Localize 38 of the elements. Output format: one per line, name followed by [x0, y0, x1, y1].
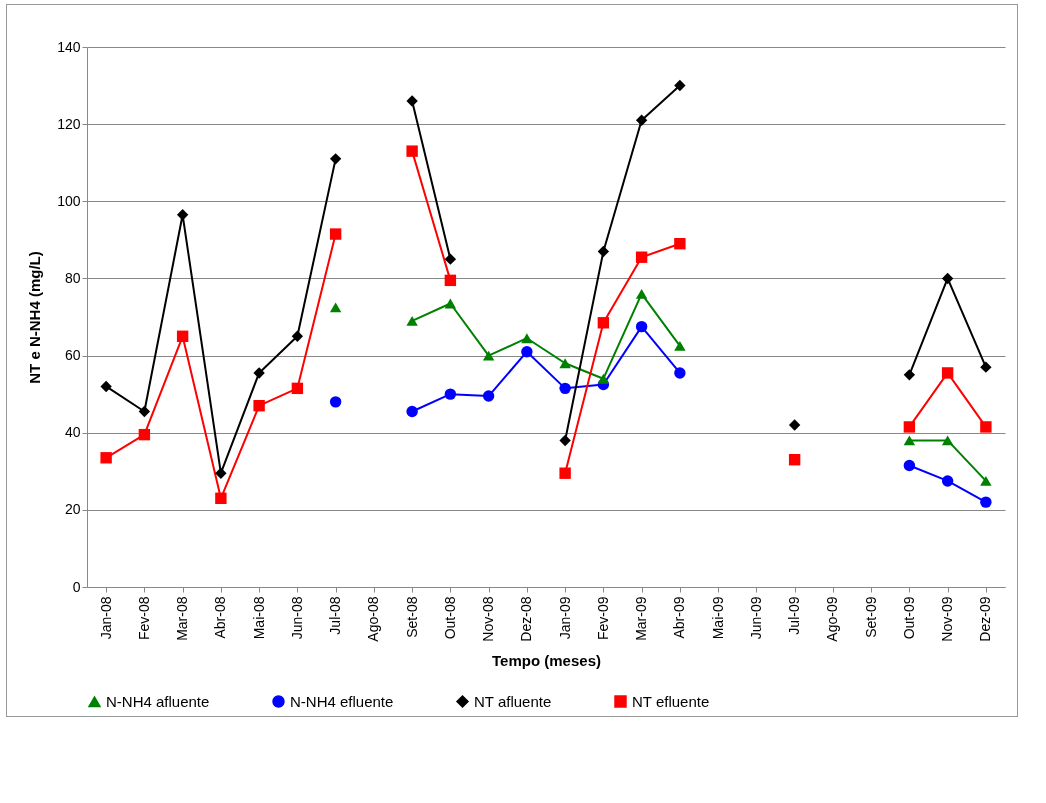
x-tick-label: Nov-08 — [480, 596, 497, 642]
x-tick-label: Out-08 — [441, 596, 458, 640]
x-tick-label: Ago-09 — [824, 596, 841, 642]
x-tick-label: Fev-08 — [135, 596, 152, 641]
y-tick-label: 20 — [64, 501, 81, 518]
x-tick-label: Jun-08 — [288, 596, 305, 640]
x-tick-label: Jan-08 — [97, 596, 114, 640]
x-tick-label: Dez-08 — [518, 596, 535, 642]
x-tick-label: Mai-09 — [709, 596, 726, 640]
x-tick-label: Jul-08 — [327, 596, 344, 635]
x-tick-label: Mar-09 — [633, 596, 650, 641]
x-tick-label: Set-09 — [862, 596, 879, 638]
y-tick-label: 140 — [57, 38, 81, 55]
x-tick-label: Abr-09 — [671, 596, 688, 639]
x-axis-title: Tempo (meses) — [492, 651, 601, 669]
x-tick-label: Abr-08 — [212, 596, 229, 639]
x-tick-label: Jan-09 — [556, 596, 573, 640]
y-tick-label: 40 — [64, 424, 81, 441]
x-tick-label: Ago-08 — [365, 596, 382, 642]
y-tick-label: 0 — [72, 578, 81, 595]
x-tick-label: Jul-09 — [786, 596, 803, 635]
x-tick-label: Out-09 — [900, 596, 917, 640]
x-tick-label: Dez-09 — [977, 596, 994, 642]
legend-label: N-NH4 afluente — [106, 692, 210, 710]
x-tick-label: Mai-08 — [250, 596, 267, 640]
x-tick-label: Nov-09 — [939, 596, 956, 642]
x-tick-label: Mar-08 — [174, 596, 191, 641]
y-tick-label: 120 — [57, 115, 81, 132]
x-tick-label: Set-08 — [403, 596, 420, 638]
y-axis-title: NT e N-NH4 (mg/L) — [26, 251, 44, 384]
legend-label: NT efluente — [632, 692, 710, 710]
legend-label: NT afluente — [474, 692, 552, 710]
y-tick-label: 100 — [57, 192, 81, 209]
y-tick-label: 60 — [64, 347, 81, 364]
x-tick-label: Fev-09 — [594, 596, 611, 641]
legend-label: N-NH4 efluente — [290, 692, 394, 710]
x-tick-label: Jun-09 — [747, 596, 764, 640]
y-tick-label: 80 — [64, 269, 81, 286]
